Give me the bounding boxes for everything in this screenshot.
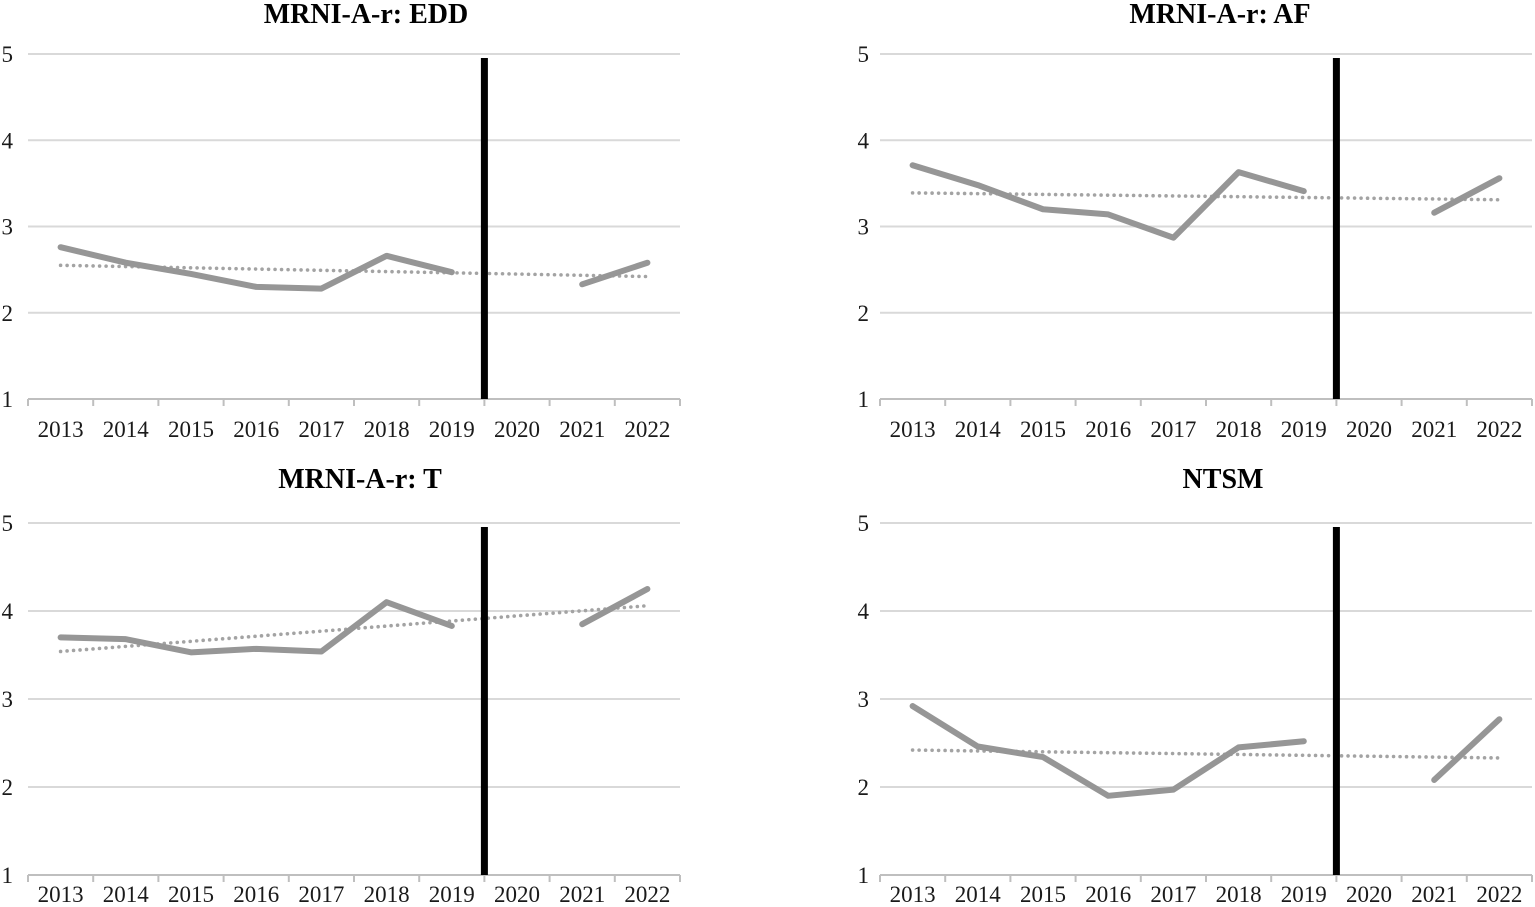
chart-panel-bottom-right: 1 2 3 4 5 2013 2014 2015 2016 2017 2018 2019 2020 202… [858,464,1533,907]
x-axis-tick-label: 2015 [1020,882,1066,907]
x-axis-tick-label: 2014 [103,417,150,442]
y-axis-tick-label: 5 [2,511,14,536]
y-axis-tick-label: 1 [2,387,14,412]
y-axis-tick-label: 2 [2,301,14,326]
chart-panel-top-left: 1 2 3 4 5 2013 2014 2015 2016 2017 2018 2019 2020 202… [2,0,681,442]
x-axis-tick-label: 2019 [1281,882,1327,907]
observed-series-line [57,599,455,656]
x-axis-tick-label: 2018 [1216,417,1262,442]
x-axis-tick-label: 2016 [1085,882,1131,907]
x-axis-tick-label: 2019 [429,882,475,907]
x-axis-tick-label: 2022 [624,417,670,442]
x-axis-tick-label: 2021 [1411,882,1457,907]
x-axis-tick-label: 2020 [1346,882,1392,907]
x-axis-tick-label: 2020 [494,417,540,442]
y-axis-tick-label: 5 [2,42,14,67]
x-axis-tick-label: 2022 [624,882,670,907]
x-axis-tick-label: 2022 [1476,417,1522,442]
x-axis-tick-label: 2019 [429,417,475,442]
chart-title: NTSM [1183,464,1264,495]
y-axis-tick-label: 4 [858,599,870,624]
y-axis-tick-label: 2 [2,775,14,800]
y-axis-tick-label: 1 [2,863,14,888]
x-axis-tick-label: 2013 [38,417,84,442]
x-axis-tick-label: 2017 [298,417,344,442]
x-axis-tick-label: 2021 [559,882,605,907]
x-axis-tick-label: 2017 [1150,417,1196,442]
x-axis-tick-label: 2016 [233,882,279,907]
x-axis-tick-label: 2020 [494,882,540,907]
observed-series-line [909,703,1307,799]
y-axis-tick-label: 5 [858,511,870,536]
x-axis-tick-label: 2013 [890,417,936,442]
x-axis-tick-label: 2015 [168,417,214,442]
observed-series-line [1431,175,1503,216]
y-axis-tick-label: 3 [858,215,870,240]
y-axis-tick-label: 3 [2,215,14,240]
y-axis-tick-label: 1 [858,863,870,888]
x-axis-tick-label: 2014 [103,882,150,907]
chart-title: MRNI-A-r: T [278,464,442,495]
x-axis-tick-label: 2013 [890,882,936,907]
y-axis-tick-label: 5 [858,42,870,67]
x-axis-tick-label: 2018 [364,417,410,442]
x-axis-tick-label: 2018 [1216,882,1262,907]
x-axis-tick-label: 2017 [1150,882,1196,907]
x-axis-tick-label: 2016 [233,417,279,442]
x-axis-tick-label: 2013 [38,882,84,907]
y-axis-tick-label: 1 [858,387,870,412]
y-axis-tick-label: 4 [858,128,870,153]
x-axis-tick-label: 2021 [1411,417,1457,442]
y-axis-tick-label: 4 [2,599,14,624]
x-axis-tick-label: 2014 [955,882,1002,907]
x-axis-tick-label: 2015 [168,882,214,907]
x-axis-tick-label: 2019 [1281,417,1327,442]
observed-series-line [57,244,455,292]
observed-series-line [909,162,1307,241]
observed-series-line [579,259,651,288]
x-axis-tick-label: 2022 [1476,882,1522,907]
observed-series-line [1431,716,1503,783]
x-axis-tick-label: 2016 [1085,417,1131,442]
chart-title: MRNI-A-r: EDD [264,0,469,30]
y-axis-tick-label: 2 [858,775,870,800]
x-axis-tick-label: 2014 [955,417,1002,442]
observed-series-line [579,586,651,628]
x-axis-tick-label: 2015 [1020,417,1066,442]
y-axis-tick-label: 2 [858,301,870,326]
chart-panel-top-right: 1 2 3 4 5 2013 2014 2015 2016 2017 2018 2019 2020 202… [858,0,1533,442]
y-axis-tick-label: 3 [858,687,870,712]
y-axis-tick-label: 4 [2,128,14,153]
y-axis-tick-label: 3 [2,687,14,712]
chart-panel-bottom-left: 1 2 3 4 5 2013 2014 2015 2016 2017 2018 2019 2020 202… [2,464,681,907]
x-axis-tick-label: 2017 [298,882,344,907]
chart-title: MRNI-A-r: AF [1129,0,1310,30]
x-axis-tick-label: 2021 [559,417,605,442]
x-axis-tick-label: 2018 [364,882,410,907]
x-axis-tick-label: 2020 [1346,417,1392,442]
